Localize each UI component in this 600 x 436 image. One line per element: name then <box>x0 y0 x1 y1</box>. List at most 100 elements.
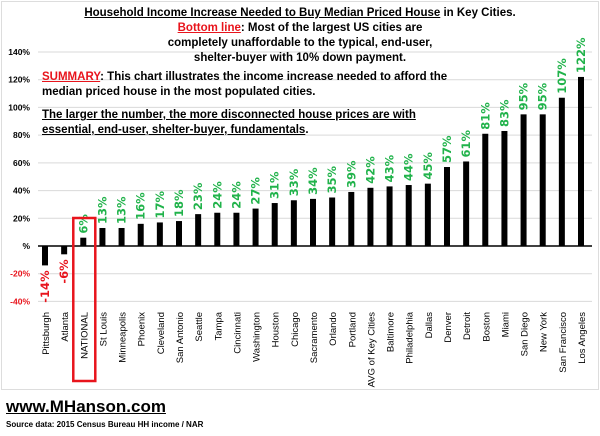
data-label: 57% <box>440 135 454 163</box>
x-tick-label: Washington <box>252 312 263 362</box>
bar <box>310 198 316 246</box>
title-rest: in Key Cities. <box>440 7 516 19</box>
data-label: 24% <box>210 181 224 209</box>
x-tick-label: San Diego <box>520 312 531 356</box>
data-label: 83% <box>497 99 511 127</box>
title-underlined: Household Income Increase Needed to Buy … <box>84 7 441 19</box>
x-tick-label: Pittsburgh <box>41 312 52 355</box>
y-tick-label: 20% <box>13 213 30 223</box>
x-tick-label: Minneapolis <box>118 312 129 363</box>
bar <box>176 221 182 246</box>
bar <box>501 130 508 246</box>
x-tick-label: Portland <box>347 312 358 347</box>
bar <box>118 227 125 246</box>
data-label: 35% <box>325 165 339 193</box>
bar <box>405 185 412 246</box>
x-tick-label: Sacramento <box>309 312 320 363</box>
bar <box>329 197 336 246</box>
bar <box>99 227 106 246</box>
data-label: 34% <box>306 167 320 195</box>
data-label: 39% <box>344 160 358 188</box>
data-label: 45% <box>421 152 435 180</box>
data-label: 81% <box>478 102 492 130</box>
x-tick-label: Dallas <box>424 312 435 339</box>
bar <box>367 187 374 246</box>
bar <box>558 97 565 246</box>
y-tick-label: % <box>22 241 30 251</box>
x-tick-label: AVG of Key Cities <box>366 312 377 388</box>
bar <box>271 203 278 246</box>
bar <box>137 223 144 246</box>
data-label: 13% <box>95 196 109 224</box>
data-label: 44% <box>402 153 416 181</box>
x-tick-label: NATIONAL <box>79 312 90 359</box>
bar <box>444 167 450 246</box>
source-note: Source data: 2015 Census Bureau HH incom… <box>6 420 204 429</box>
highlight-box <box>72 216 97 383</box>
y-tick-label: 80% <box>13 130 30 140</box>
bar <box>42 246 48 266</box>
data-label: 43% <box>383 154 397 182</box>
bottom-line-label: Bottom line <box>177 22 241 34</box>
bar <box>539 114 546 246</box>
x-tick-label: Cincinnati <box>232 312 243 354</box>
y-tick-label: 60% <box>13 158 30 168</box>
data-label: 61% <box>459 129 473 157</box>
x-tick-label: Atlanta <box>60 311 71 341</box>
x-tick-label: Houston <box>271 312 282 347</box>
x-tick-label: Cleveland <box>156 312 167 354</box>
data-label: 31% <box>268 171 282 199</box>
data-label: 95% <box>536 82 550 110</box>
data-label: 107% <box>555 58 569 94</box>
bar <box>252 208 259 246</box>
y-tick-label: 140% <box>8 47 30 57</box>
bottom-line-text: : Most of the largest US cities are comp… <box>167 22 433 64</box>
y-tick-label: -40% <box>10 296 30 306</box>
x-tick-label: Los Angeles <box>577 312 588 364</box>
bar <box>482 133 489 246</box>
bar <box>348 191 355 246</box>
x-tick-label: Baltimore <box>386 312 397 352</box>
data-label: 27% <box>249 177 263 205</box>
bar <box>156 222 163 246</box>
chart-subtitle: Bottom line: Most of the largest US citi… <box>0 21 600 66</box>
x-tick-label: Tampa <box>213 311 224 340</box>
website-link[interactable]: www.MHanson.com <box>6 397 166 416</box>
bar <box>195 214 202 246</box>
bar <box>520 114 527 246</box>
data-label: 122% <box>574 37 588 73</box>
x-tick-label: Seattle <box>194 312 205 342</box>
y-tick-label: -20% <box>10 269 30 279</box>
summary-box: SUMMARY: This chart illustrates the inco… <box>42 70 462 146</box>
y-tick-label: 40% <box>13 186 30 196</box>
bar <box>214 212 221 246</box>
bar <box>424 183 431 246</box>
y-tick-label: 100% <box>8 102 30 112</box>
x-tick-label: Miami <box>500 312 511 337</box>
x-tick-label: Denver <box>443 312 454 343</box>
chart-title: Household Income Increase Needed to Buy … <box>0 6 600 21</box>
data-label: 23% <box>191 182 205 210</box>
bar <box>61 246 68 255</box>
x-tick-label: Phoenix <box>137 312 148 347</box>
data-label: 18% <box>172 189 186 217</box>
data-label: 16% <box>134 192 148 220</box>
summary-note: The larger the number, the more disconne… <box>42 109 416 136</box>
data-label: -6% <box>57 259 71 284</box>
bar <box>463 161 470 246</box>
x-tick-label: San Antonio <box>175 312 186 363</box>
bar <box>386 186 393 246</box>
x-tick-label: Chicago <box>290 312 301 347</box>
bar <box>290 200 297 246</box>
x-tick-label: New York <box>539 312 550 352</box>
x-tick-label: Detroit <box>462 312 473 340</box>
x-tick-label: Orlando <box>328 312 339 346</box>
data-label: -14% <box>38 270 52 303</box>
data-label: 13% <box>115 196 129 224</box>
data-label: 6% <box>76 214 90 234</box>
data-label: 42% <box>363 156 377 184</box>
summary-text: : This chart illustrates the income incr… <box>42 71 448 98</box>
data-label: 95% <box>517 82 531 110</box>
